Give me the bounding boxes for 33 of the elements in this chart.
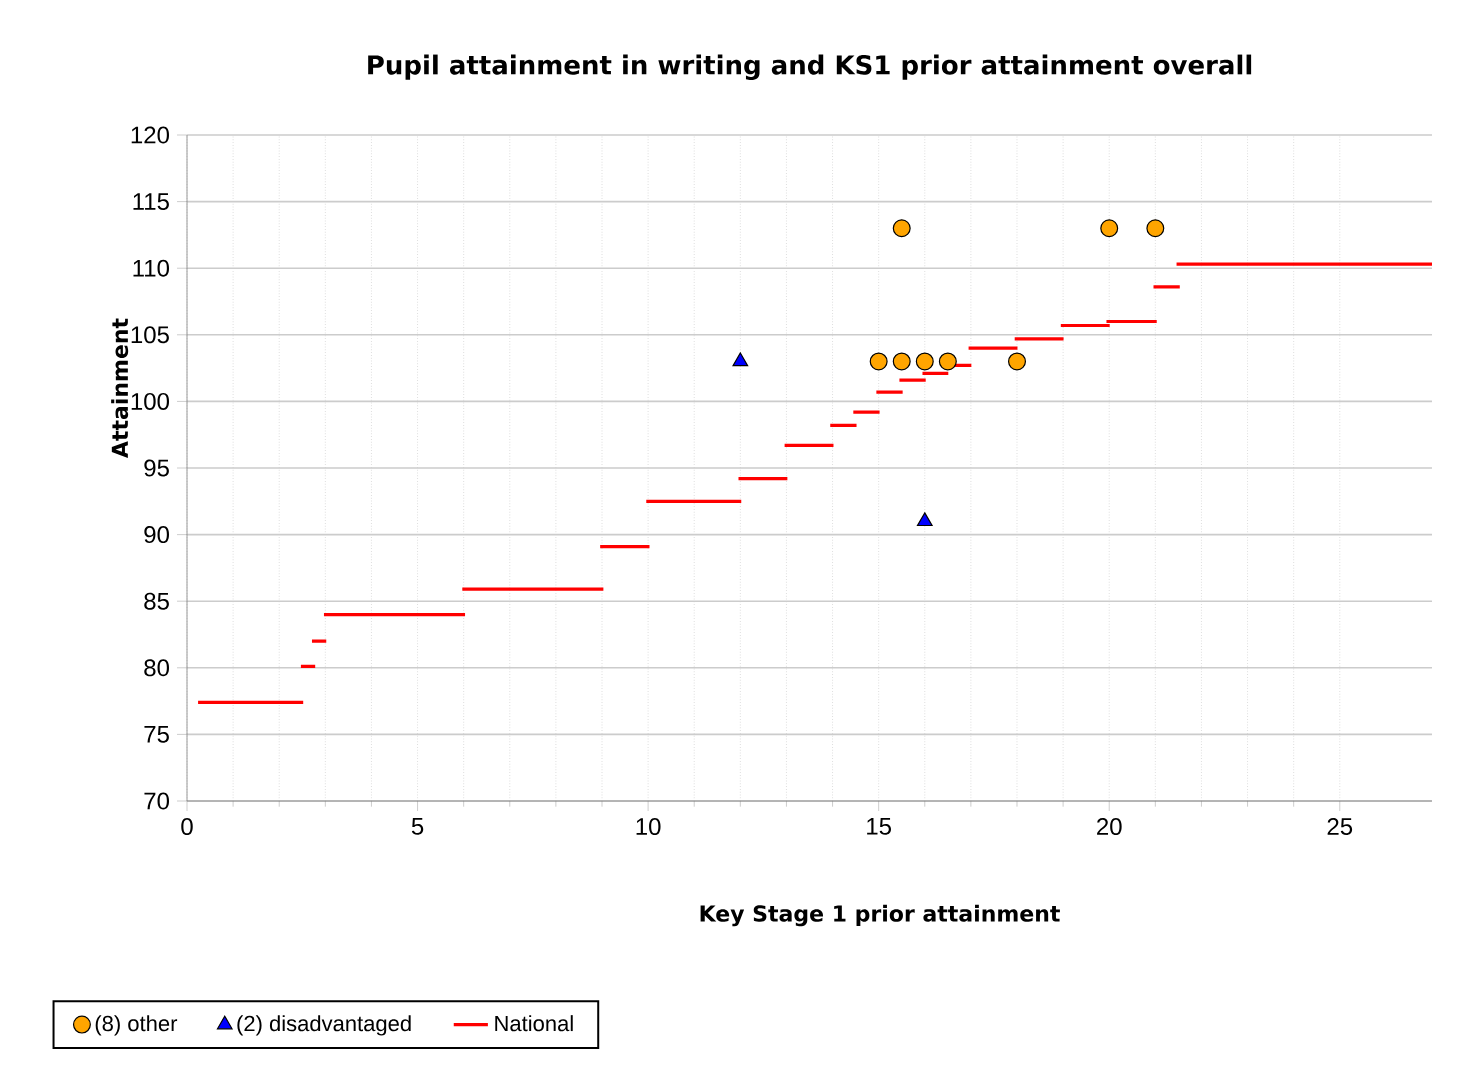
- y-tick-label: 115: [133, 193, 169, 210]
- point: [892, 352, 911, 371]
- x-tick-label: 15: [867, 818, 891, 835]
- point: [1100, 219, 1119, 238]
- y-tick-label: 100: [131, 392, 169, 410]
- point: [1146, 219, 1165, 238]
- y-tick-label: 85: [144, 592, 169, 610]
- x-tick-label: 20: [1097, 818, 1122, 836]
- y-tick-label: 90: [144, 526, 170, 544]
- y-tick-label: 110: [133, 259, 170, 277]
- legend-label: (2) disadvantaged: [237, 1015, 411, 1036]
- point: [732, 352, 749, 367]
- point: [915, 352, 934, 371]
- point: [892, 219, 911, 238]
- point: [938, 352, 957, 371]
- point: [1008, 352, 1027, 371]
- x-tick-label: 0: [181, 818, 193, 836]
- chart-title: Pupil attainment in writing and KS1 prior attainment overall: [368, 54, 1252, 80]
- x-tick-label: 10: [636, 818, 661, 836]
- x-tick-label: 5: [411, 818, 424, 835]
- legend-label: (8) other: [95, 1015, 178, 1036]
- y-tick-label: 105: [131, 326, 169, 344]
- legend-label: National: [495, 1015, 573, 1032]
- point: [916, 512, 933, 527]
- y-tick-label: 95: [144, 459, 169, 477]
- y-tick-label: 120: [131, 126, 169, 144]
- point: [869, 352, 888, 371]
- y-tick-label: 70: [144, 792, 170, 810]
- y-axis-title: Attainment: [111, 318, 129, 458]
- x-axis-title: Key Stage 1 prior attainment: [700, 904, 1060, 927]
- x-tick-label: 25: [1327, 818, 1353, 836]
- y-tick-label: 75: [144, 726, 169, 743]
- y-tick-label: 80: [144, 659, 170, 677]
